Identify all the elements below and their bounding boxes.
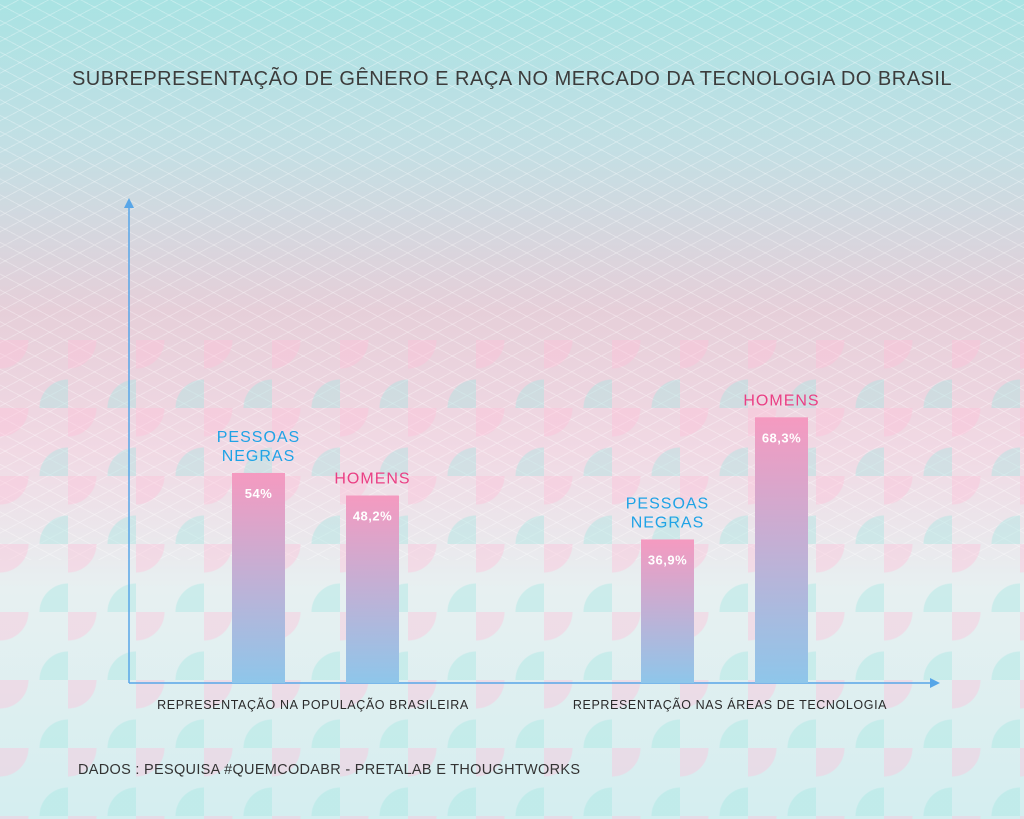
bar-value-label: 54% [245,486,273,501]
bar [232,472,285,683]
bar-value-label: 68,3% [762,430,801,445]
data-source: DADOS : PESQUISA #QUEMCODABR - PRETALAB … [78,762,581,778]
bar [641,539,694,683]
y-axis-arrow [124,198,134,208]
bar-value-label: 36,9% [648,552,687,567]
series-name-label: HOMENS [743,392,819,409]
chart-title: SUBREPRESENTAÇÃO DE GÊNERO E RAÇA NO MER… [71,68,953,90]
series-name-label: PESSOAS NEGRAS [217,429,300,465]
category-label: REPRESENTAÇÃO NA POPULAÇÃO BRASILEIRA [157,698,469,712]
series-name-label: HOMENS [334,471,410,488]
bar-value-label: 48,2% [353,509,392,524]
series-name-label: PESSOAS NEGRAS [626,495,709,531]
x-axis-arrow [930,678,940,688]
category-label: REPRESENTAÇÃO NAS ÁREAS DE TECNOLOGIA [573,697,887,712]
bar [346,495,399,683]
bar [755,417,808,683]
